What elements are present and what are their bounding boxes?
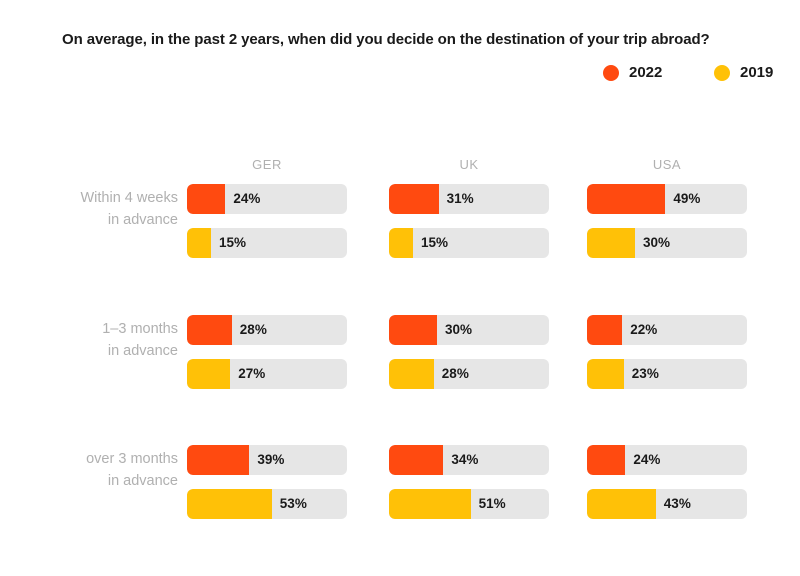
data-label: 49%	[673, 191, 701, 206]
bar-track: 53%	[187, 489, 347, 519]
row-label-line: in advance	[107, 343, 178, 359]
data-label: 51%	[478, 496, 506, 511]
panel-header-usa: USA	[652, 157, 682, 172]
bar-track: 23%	[587, 359, 747, 389]
chart-title: On average, in the past 2 years, when di…	[62, 31, 710, 48]
panel-header-uk: UK	[459, 157, 479, 172]
legend-item-2019: 2019	[714, 64, 773, 81]
bar-uk-2022-1	[389, 184, 439, 214]
legend: 2022 2019	[0, 64, 800, 86]
row-label-line: in advance	[107, 212, 178, 228]
bar-ger-2022-2	[187, 315, 232, 345]
data-label: 28%	[239, 322, 267, 337]
bar-usa-2022-3	[587, 445, 626, 475]
bar-track: 28%	[187, 315, 347, 345]
bar-usa-2019-2	[587, 359, 624, 389]
bar-ger-2019-3	[187, 489, 272, 519]
data-label: 28%	[441, 366, 469, 381]
row-label-2: 1–3 months in advance	[20, 318, 178, 362]
data-label: 30%	[445, 322, 473, 337]
bar-track: 31%	[389, 184, 549, 214]
data-label: 43%	[663, 496, 691, 511]
bar-uk-2019-1	[389, 228, 413, 258]
legend-swatch-2019	[714, 64, 730, 81]
data-label: 22%	[630, 322, 658, 337]
data-label: 30%	[643, 235, 671, 250]
row-label-1: Within 4 weeks in advance	[20, 187, 178, 231]
data-label: 24%	[633, 452, 661, 467]
bar-uk-2019-3	[389, 489, 471, 519]
row-label-line: Within 4 weeks	[80, 190, 178, 206]
data-label: 23%	[631, 366, 659, 381]
bar-track: 24%	[587, 445, 747, 475]
data-label: 27%	[238, 366, 266, 381]
bar-track: 22%	[587, 315, 747, 345]
bar-track: 39%	[187, 445, 347, 475]
bar-track: 28%	[389, 359, 549, 389]
data-label: 24%	[233, 191, 261, 206]
bar-track: 24%	[187, 184, 347, 214]
bar-track: 34%	[389, 445, 549, 475]
data-label: 53%	[279, 496, 307, 511]
legend-label-2019: 2019	[740, 64, 774, 81]
legend-swatch-2022	[603, 64, 619, 81]
bar-usa-2019-1	[587, 228, 635, 258]
bar-track: 27%	[187, 359, 347, 389]
row-label-3: over 3 months in advance	[20, 448, 178, 492]
bar-track: 15%	[389, 228, 549, 258]
bar-uk-2019-2	[389, 359, 434, 389]
bar-ger-2022-1	[187, 184, 226, 214]
row-label-line: over 3 months	[86, 451, 178, 467]
bar-track: 43%	[587, 489, 747, 519]
data-label: 15%	[421, 235, 449, 250]
bar-track: 30%	[389, 315, 549, 345]
legend-item-2022: 2022	[603, 64, 662, 81]
data-label: 34%	[451, 452, 479, 467]
bar-track: 30%	[587, 228, 747, 258]
bar-track: 49%	[587, 184, 747, 214]
data-label: 39%	[257, 452, 285, 467]
bar-track: 15%	[187, 228, 347, 258]
bar-usa-2019-3	[587, 489, 656, 519]
row-label-line: 1–3 months	[102, 321, 178, 337]
bar-ger-2019-2	[187, 359, 231, 389]
bar-track: 51%	[389, 489, 549, 519]
legend-label-2022: 2022	[629, 64, 663, 81]
row-label-line: in advance	[107, 473, 178, 489]
data-label: 31%	[446, 191, 474, 206]
bar-ger-2019-1	[187, 228, 211, 258]
bar-uk-2022-3	[389, 445, 444, 475]
bar-usa-2022-1	[587, 184, 666, 214]
panel-header-ger: GER	[252, 157, 282, 172]
data-label: 15%	[219, 235, 247, 250]
bar-uk-2022-2	[389, 315, 437, 345]
bar-usa-2022-2	[587, 315, 623, 345]
bar-ger-2022-3	[187, 445, 250, 475]
